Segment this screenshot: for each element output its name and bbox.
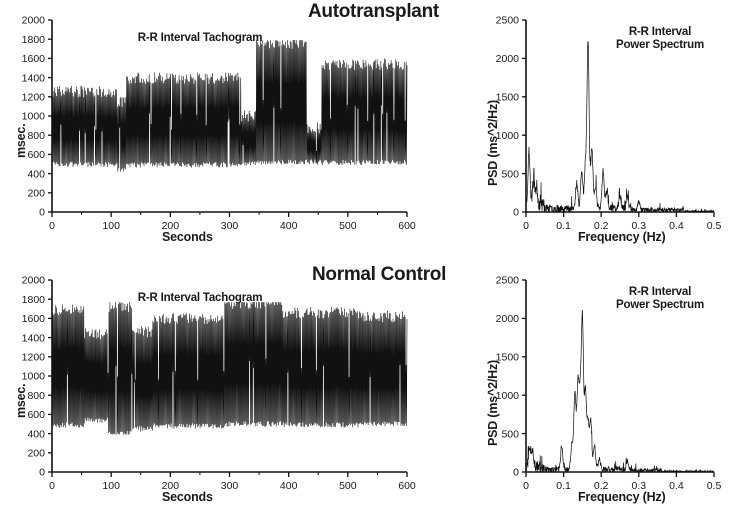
spectrum-plot-normal-control: 0 500 1000 1500 2000 2500 0 0.1 0.2 0.3 0.4 0.5 xyxy=(496,275,722,492)
panel-normal-control-tachogram: msec. R-R Interval Tachogram Seconds 0 20… xyxy=(0,266,420,516)
svg-text:100: 100 xyxy=(102,480,120,492)
svg-text:0.1: 0.1 xyxy=(556,220,571,232)
panel-autotransplant-tachogram: msec. R-R Interval Tachogram Seconds 0 20… xyxy=(0,8,420,256)
svg-text:200: 200 xyxy=(162,220,180,232)
x-axis-title-seconds: Seconds xyxy=(162,230,213,244)
svg-text:300: 300 xyxy=(221,220,239,232)
svg-text:1500: 1500 xyxy=(496,92,520,104)
svg-text:1600: 1600 xyxy=(22,53,46,65)
svg-text:1600: 1600 xyxy=(22,313,46,325)
svg-text:0.5: 0.5 xyxy=(707,220,722,232)
svg-text:2000: 2000 xyxy=(22,15,46,27)
plot-inner-title-line1: R-R Interval xyxy=(628,286,692,298)
svg-text:0: 0 xyxy=(513,467,519,479)
svg-text:0: 0 xyxy=(39,207,45,219)
svg-text:0.3: 0.3 xyxy=(631,220,646,232)
svg-text:1400: 1400 xyxy=(22,72,46,84)
svg-text:1200: 1200 xyxy=(22,92,46,104)
svg-text:400: 400 xyxy=(280,220,298,232)
svg-text:600: 600 xyxy=(398,480,416,492)
svg-text:0: 0 xyxy=(49,480,55,492)
svg-text:200: 200 xyxy=(27,188,45,200)
svg-text:1000: 1000 xyxy=(496,130,520,142)
panel-normal-control-spectrum: PSD (ms^2/Hz) R-R Interval Power Spectru… xyxy=(470,266,730,516)
svg-text:0: 0 xyxy=(523,220,529,232)
plot-inner-title-line2: Power Spectrum xyxy=(616,38,704,51)
svg-text:2500: 2500 xyxy=(496,15,520,27)
x-axis-title-seconds: Seconds xyxy=(162,490,213,504)
svg-text:0: 0 xyxy=(49,220,55,232)
plot-inner-title-line2: Power Spectrum xyxy=(616,298,704,311)
plot-inner-title: R-R Interval Tachogram xyxy=(137,32,263,44)
svg-text:600: 600 xyxy=(398,220,416,232)
svg-text:0.4: 0.4 xyxy=(669,480,684,492)
svg-text:800: 800 xyxy=(27,130,45,142)
x-axis-title-frequency: Frequency (Hz) xyxy=(578,490,666,504)
x-axis-title-frequency: Frequency (Hz) xyxy=(578,230,666,244)
svg-text:2000: 2000 xyxy=(496,313,520,325)
svg-text:200: 200 xyxy=(27,448,45,460)
svg-text:1000: 1000 xyxy=(22,111,46,123)
svg-text:1000: 1000 xyxy=(496,390,520,402)
plot-inner-title: R-R Interval Tachogram xyxy=(137,292,263,304)
svg-text:100: 100 xyxy=(102,220,120,232)
svg-text:0: 0 xyxy=(523,480,529,492)
svg-text:500: 500 xyxy=(501,168,519,180)
svg-text:0.5: 0.5 xyxy=(707,480,722,492)
svg-text:0.2: 0.2 xyxy=(594,220,609,232)
svg-text:0.2: 0.2 xyxy=(594,480,609,492)
svg-text:500: 500 xyxy=(339,480,357,492)
svg-text:800: 800 xyxy=(27,390,45,402)
spectrum-plot-autotransplant: 0 500 1000 1500 2000 2500 0 0.1 0.2 0.3 0.4 0.5 xyxy=(496,15,722,232)
svg-text:1800: 1800 xyxy=(22,294,46,306)
svg-text:2500: 2500 xyxy=(496,275,520,287)
svg-text:2000: 2000 xyxy=(496,53,520,65)
svg-text:500: 500 xyxy=(339,220,357,232)
svg-text:2000: 2000 xyxy=(22,275,46,287)
svg-text:1400: 1400 xyxy=(22,332,46,344)
svg-text:200: 200 xyxy=(162,480,180,492)
plot-inner-title-line1: R-R Interval xyxy=(628,26,692,38)
group-title-normal-control: Normal Control xyxy=(312,264,447,285)
svg-text:1500: 1500 xyxy=(496,352,520,364)
svg-text:500: 500 xyxy=(501,428,519,440)
svg-text:1800: 1800 xyxy=(22,34,46,46)
svg-text:400: 400 xyxy=(280,480,298,492)
svg-text:600: 600 xyxy=(27,409,45,421)
svg-text:300: 300 xyxy=(221,480,239,492)
svg-text:0: 0 xyxy=(39,467,45,479)
svg-text:400: 400 xyxy=(27,168,45,180)
tachogram-plot-autotransplant: 0 200 400 600 800 1000 1200 1400 1600 1800 2000 0 10… xyxy=(22,15,416,232)
tachogram-plot-normal-control: 0 200 400 600 800 1000 1200 1400 1600 1800 2000 0 10… xyxy=(22,275,416,492)
svg-text:400: 400 xyxy=(27,428,45,440)
svg-text:0.1: 0.1 xyxy=(556,480,571,492)
panel-autotransplant-spectrum: PSD (ms^2/Hz) R-R Interval Power Spectru… xyxy=(470,8,730,256)
svg-text:0: 0 xyxy=(513,207,519,219)
group-title-autotransplant: Autotransplant xyxy=(308,1,439,22)
svg-text:1000: 1000 xyxy=(22,371,46,383)
svg-text:1200: 1200 xyxy=(22,352,46,364)
svg-text:0.3: 0.3 xyxy=(631,480,646,492)
svg-text:600: 600 xyxy=(27,149,45,161)
svg-text:0.4: 0.4 xyxy=(669,220,684,232)
